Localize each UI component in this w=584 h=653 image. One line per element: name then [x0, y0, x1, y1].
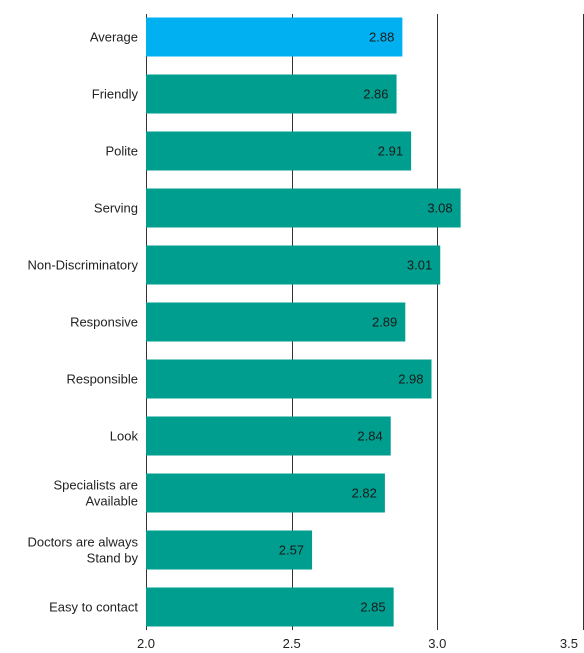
x-tick-label: 2.0 [137, 636, 155, 651]
x-axis-tick-labels: 2.0 2.5 3.0 3.5 [137, 636, 578, 651]
value-label: 2.57 [279, 543, 304, 558]
bar-serving [146, 188, 461, 228]
value-label: 2.82 [352, 486, 377, 501]
bar-easy-to-contact [146, 587, 394, 627]
bar-friendly [146, 74, 397, 114]
value-label: 2.86 [363, 87, 388, 102]
value-label: 3.01 [407, 258, 432, 273]
value-label: 2.88 [369, 30, 394, 45]
category-label: Specialists are Available [53, 478, 138, 509]
category-label: Non-Discriminatory [27, 258, 138, 273]
value-label: 2.84 [357, 429, 382, 444]
bar-non-discriminatory [146, 245, 441, 285]
bar-layer: 2.88 2.86 2.91 3.08 3.01 2.89 2.98 2.84 2.82 2.57… [146, 17, 461, 627]
x-tick-label: 3.0 [428, 636, 446, 651]
value-label: 3.08 [427, 201, 452, 216]
category-label: Polite [105, 144, 138, 159]
bar-average [146, 17, 403, 57]
category-labels: Average Friendly Polite Serving Non-Discrimi… [27, 30, 138, 615]
value-label: 2.98 [398, 372, 423, 387]
category-label: Doctors are always Stand by [27, 535, 138, 566]
value-label: 2.89 [372, 315, 397, 330]
bar-look [146, 416, 391, 456]
category-label: Easy to contact [49, 600, 138, 615]
bar-specialists-are-available [146, 473, 385, 513]
category-label: Average [90, 30, 138, 45]
bar-doctors-are-always-stand-by [146, 530, 313, 570]
category-label: Responsible [66, 372, 138, 387]
bar-polite [146, 131, 412, 171]
value-label: 2.91 [378, 144, 403, 159]
category-label: Serving [94, 201, 138, 216]
category-label: Look [110, 429, 139, 444]
value-label: 2.85 [360, 600, 385, 615]
category-label: Friendly [92, 87, 139, 102]
x-tick-label: 3.5 [560, 636, 578, 651]
category-label: Responsive [70, 315, 138, 330]
x-tick-label: 2.5 [283, 636, 301, 651]
bar-responsible [146, 359, 432, 399]
bar-responsive [146, 302, 406, 342]
